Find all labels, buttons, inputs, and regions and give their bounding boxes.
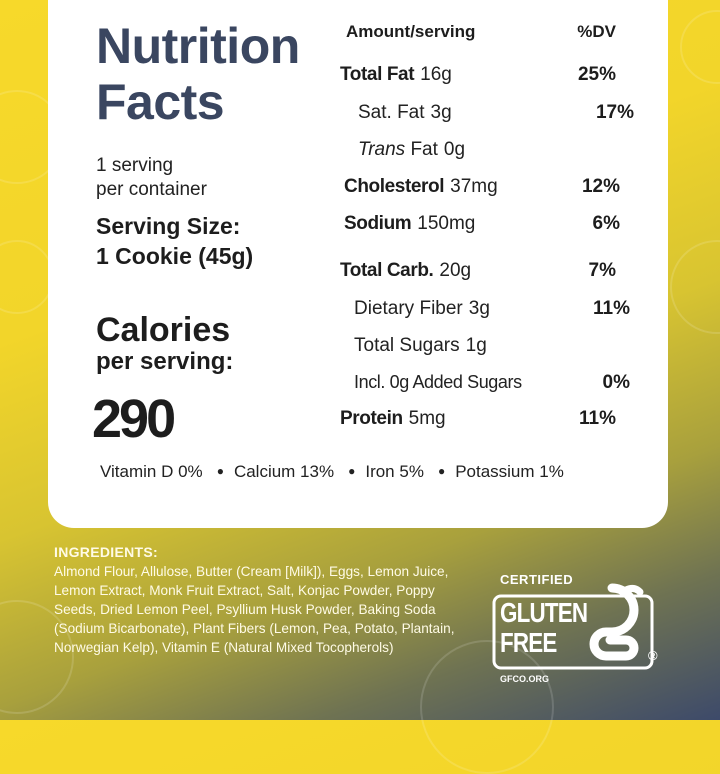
nutrition-card: [48, 0, 668, 528]
nutrient-amount: 150mg: [417, 213, 476, 234]
title-line-1: Nutrition: [96, 18, 300, 74]
calories-value: 290: [92, 389, 176, 449]
nutrient-row-sodium: Sodium 150mg 6%: [340, 213, 620, 241]
badge-free-text: FREE: [500, 627, 557, 658]
nutrient-amount: 20g: [439, 260, 472, 281]
badge-site-text: GFCO.ORG: [500, 674, 549, 684]
registered-icon: ®: [648, 648, 658, 663]
nutrient-name: Fat: [410, 139, 438, 160]
nutrient-dv: 0%: [602, 372, 630, 393]
nutrient-amount: 3g: [468, 298, 490, 319]
cookie-outline-decoration: [0, 240, 54, 314]
calories-label: Calories: [96, 311, 231, 349]
nutrient-name-italic: Trans: [358, 139, 406, 160]
vitamins-row: Vitamin D 0% ● Calcium 13% ● Iron 5% ● Potassi…: [100, 462, 564, 482]
nutrient-dv: 7%: [588, 260, 616, 281]
nutrient-row-total-carb: Total Carb. 20g 7%: [340, 260, 616, 288]
nutrient-row-sat-fat: Sat. Fat 3g 17%: [340, 102, 634, 130]
badge-certified-text: CERTIFIED: [500, 572, 574, 587]
nutrient-row-trans-fat: Trans Fat 0g: [340, 139, 634, 167]
potassium: Potassium 1%: [455, 462, 564, 481]
nutrient-name: Sat. Fat: [358, 102, 425, 123]
calcium: Calcium 13%: [233, 462, 335, 481]
vitamin-d: Vitamin D 0%: [100, 462, 203, 481]
nutrient-name: Total Fat: [340, 64, 415, 85]
nutrient-row-total-sugars: Total Sugars 1g: [340, 335, 630, 363]
cookie-outline-decoration: [670, 240, 720, 334]
ingredients-text: Almond Flour, Allulose, Butter (Cream [M…: [54, 564, 455, 655]
nutrient-dv: 12%: [581, 176, 620, 197]
serving-size-label: Serving Size:: [96, 213, 241, 239]
amount-header: Amount/serving: [346, 22, 476, 41]
nutrient-name: Protein: [340, 408, 403, 429]
nutrient-dv: 17%: [595, 102, 634, 123]
nutrient-amount: 5mg: [408, 408, 446, 429]
cookie-outline-decoration: [680, 10, 720, 84]
title-line-2: Facts: [96, 74, 225, 130]
page-title: Nutrition Facts: [96, 18, 300, 130]
nutrient-amount: 16g: [420, 64, 452, 85]
nutrient-row-total-fat: Total Fat 16g 25%: [340, 64, 616, 92]
nutrient-name: Total Carb.: [340, 260, 434, 281]
bullet-icon: ●: [216, 464, 224, 478]
gluten-free-badge: CERTIFIED GLUTEN FREE ® GFCO.ORG: [490, 568, 670, 688]
nutrient-amount: 0g: [443, 139, 466, 160]
ingredients-title: INGREDIENTS:: [54, 544, 158, 560]
nutrient-name: Sodium: [344, 213, 412, 234]
nutrient-amount: 3g: [430, 102, 452, 123]
iron: Iron 5%: [365, 462, 424, 481]
nutrient-amount: 37mg: [450, 176, 498, 197]
nutrient-name: Cholesterol: [344, 176, 445, 197]
gluten-free-logo-icon: [492, 583, 654, 670]
nutrient-row-protein: Protein 5mg 11%: [340, 408, 616, 436]
badge-gluten-text: GLUTEN: [500, 597, 588, 628]
calories-sub-label: per serving:: [96, 348, 234, 375]
nutrient-amount: 1g: [465, 335, 487, 356]
nutrient-row-added-sugars: Incl. 0g Added Sugars 0%: [340, 372, 630, 400]
nutrient-dv: 25%: [577, 64, 616, 85]
nutrient-name: Dietary Fiber: [354, 298, 463, 319]
serving-size: Serving Size: 1 Cookie (45g): [96, 211, 253, 271]
bullet-icon: ●: [348, 464, 356, 478]
bullet-icon: ●: [437, 464, 446, 478]
nutrient-dv: 11%: [579, 408, 616, 429]
nutrient-dv: 6%: [592, 213, 620, 234]
nutrient-dv: 11%: [593, 298, 630, 319]
nutrient-name: Total Sugars: [354, 335, 460, 356]
servings-line-1: 1 serving: [96, 155, 174, 176]
nutrient-row-dietary-fiber: Dietary Fiber 3g 11%: [340, 298, 630, 326]
nutrient-name: Incl. 0g Added Sugars: [354, 372, 522, 392]
dv-header: %DV: [577, 22, 616, 41]
servings-per-container: 1 serving per container: [96, 154, 207, 202]
servings-line-2: per container: [96, 179, 207, 200]
serving-size-value: 1 Cookie (45g): [96, 243, 254, 269]
nutrient-row-cholesterol: Cholesterol 37mg 12%: [340, 176, 620, 204]
